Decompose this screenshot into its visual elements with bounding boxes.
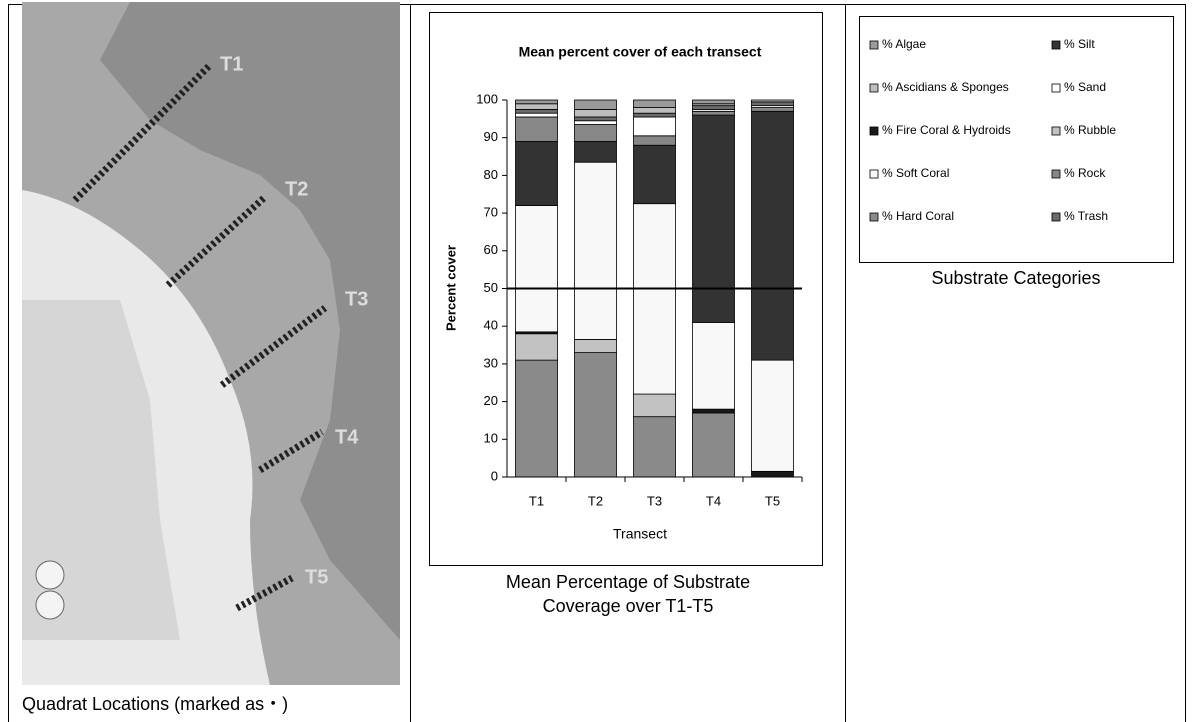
transect-label: T3 [345,288,368,310]
legend-label: % Algae [882,37,926,51]
legend-swatch [869,83,879,93]
transect-label: T1 [220,53,243,75]
bar-segment [692,408,735,414]
legend-label: % Rock [1064,166,1106,180]
chart-caption: Coverage over T1-T5 [543,596,714,616]
x-tick-label: T3 [647,493,662,508]
legend-label: % Trash [1064,209,1108,223]
y-tick-label: 10 [484,431,498,446]
legend-swatch [869,126,879,136]
table-borders [8,4,1186,722]
bar-segment [751,359,794,472]
bar-segment [574,99,617,110]
bar-segment [692,114,735,323]
bar-segment [633,112,676,118]
y-tick-label: 80 [484,167,498,182]
y-tick-label: 30 [484,355,498,370]
bar-segment [515,99,558,105]
bar-segment [633,99,676,108]
legend-swatch [1051,126,1061,136]
legend-swatch [869,169,879,179]
bar-segment [633,203,676,395]
legend-label: % Ascidians & Sponges [882,80,1009,94]
y-tick-label: 40 [484,318,498,333]
bar-segment [574,124,617,142]
legend-swatch [1051,169,1061,179]
legend-frame [859,16,1174,263]
transect-label: T4 [335,426,359,448]
bar-segment [515,103,558,110]
bar-segment [574,109,617,118]
bar-segment [515,109,558,114]
legend-swatch [1051,83,1061,93]
y-tick-label: 70 [484,205,498,220]
bar-segment [633,116,676,137]
legend-swatch [869,212,879,222]
bar-segment [633,135,676,146]
bar-segment [515,359,558,478]
legend-label: % Soft Coral [882,166,949,180]
bar-segment [574,141,617,163]
y-tick-label: 60 [484,242,498,257]
bar-segment [574,116,617,122]
legend-label: % Rubble [1064,123,1116,137]
chart-title: Mean percent cover of each transect [519,44,762,60]
bar-segment [751,107,794,112]
bar-segment [574,352,617,478]
y-tick-label: 50 [484,280,498,295]
transect-label: T5 [305,566,328,588]
y-tick-label: 0 [491,468,498,483]
y-axis-label: Percent cover [443,245,458,331]
x-tick-label: T4 [706,493,721,508]
bar-segment [751,110,794,361]
bar-segment [515,333,558,361]
bar-segment [633,144,676,205]
legend-caption: Substrate Categories [931,268,1100,288]
y-tick-label: 20 [484,393,498,408]
aerial-map [22,2,400,685]
legend-label: % Silt [1064,37,1095,51]
bar-segment [751,470,794,478]
legend-swatch [1051,212,1061,222]
x-tick-label: T2 [588,493,603,508]
bar-segment [692,105,735,110]
y-tick-label: 100 [476,91,498,106]
transect-label: T2 [285,178,308,200]
bar-segment [692,110,735,116]
x-tick-label: T5 [765,493,780,508]
legend-label: % Hard Coral [882,209,954,223]
bar-segment [574,338,617,353]
bar-segment [751,101,794,107]
bar-segment [574,120,617,125]
legend-label: % Fire Coral & Hydroids [882,123,1011,137]
bar-segment [751,99,794,103]
legend-swatch [1051,40,1061,50]
bar-segment [633,416,676,478]
y-tick-label: 90 [484,129,498,144]
bar-segment [515,205,558,333]
x-axis-label: Transect [613,526,667,542]
legend-swatch [869,40,879,50]
x-tick-label: T1 [529,493,544,508]
bar-segment [515,141,558,206]
bar-segment [692,412,735,478]
legend-label: % Sand [1064,80,1106,94]
bar-segment [574,161,617,340]
bar-segment [633,107,676,114]
chart-caption: Mean Percentage of Substrate [506,572,750,592]
bar-segment [633,393,676,418]
bar-segment [515,116,558,142]
bar-segment [692,99,735,105]
map-caption: Quadrat Locations (marked as・) [22,694,288,714]
bar-segment [515,112,558,118]
bar-segment [692,322,735,410]
